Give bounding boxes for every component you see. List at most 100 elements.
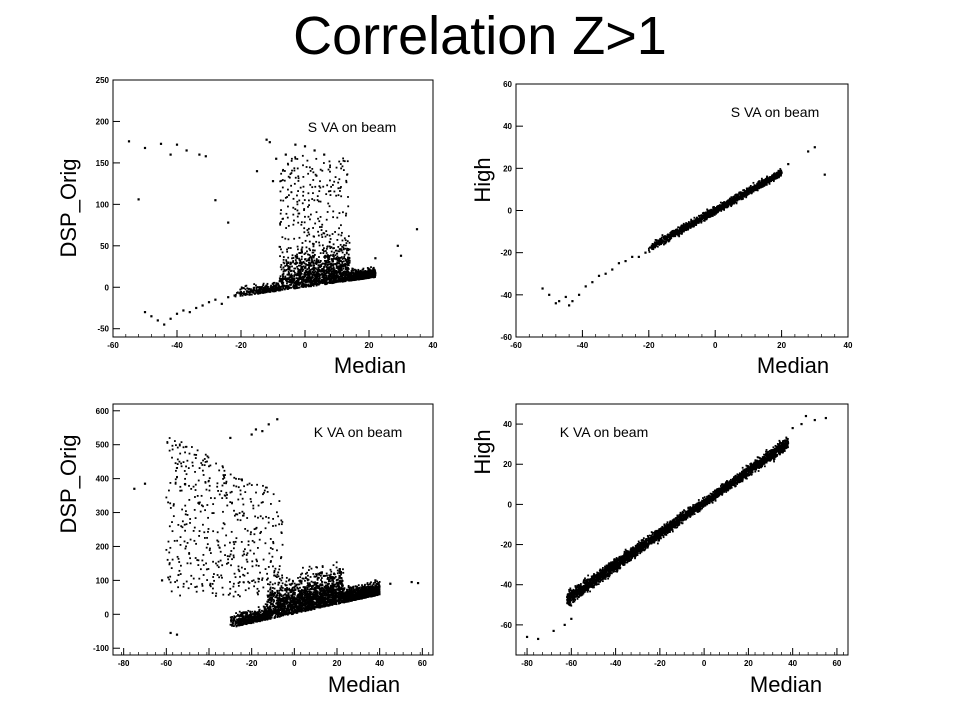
data-point <box>704 211 707 214</box>
data-point <box>246 293 249 296</box>
data-point <box>367 277 370 279</box>
data-point <box>266 282 269 285</box>
data-point <box>326 256 329 259</box>
data-point <box>290 172 293 174</box>
data-point <box>732 200 735 203</box>
data-point <box>236 292 238 294</box>
data-point <box>366 582 369 584</box>
data-point <box>334 176 337 178</box>
data-point <box>316 195 319 198</box>
data-point <box>280 179 283 182</box>
data-point <box>282 168 285 171</box>
data-point <box>285 260 288 263</box>
data-point <box>738 197 741 200</box>
data-point <box>300 258 303 261</box>
data-point <box>291 275 294 277</box>
data-point <box>259 287 262 290</box>
data-point <box>306 268 309 271</box>
data-point <box>342 267 345 270</box>
data-point <box>303 262 306 265</box>
data-point <box>688 224 690 227</box>
y-tick-label: 40 <box>503 122 512 131</box>
data-point <box>681 226 683 229</box>
data-point <box>681 231 683 234</box>
data-point <box>336 255 339 258</box>
data-point <box>296 257 299 260</box>
data-point <box>374 257 377 260</box>
data-point <box>341 274 344 277</box>
data-point <box>703 212 705 215</box>
data-point <box>220 302 223 305</box>
data-point <box>680 224 683 227</box>
data-point <box>689 223 692 226</box>
data-point <box>348 257 351 260</box>
data-point <box>747 192 750 195</box>
data-point <box>182 309 185 312</box>
data-point <box>279 180 282 183</box>
data-point <box>711 213 714 215</box>
data-point <box>262 289 265 292</box>
data-point <box>284 265 287 267</box>
data-point <box>269 286 272 289</box>
data-point <box>682 230 685 233</box>
data-point <box>654 239 657 241</box>
data-point <box>315 277 317 280</box>
data-point <box>779 168 782 170</box>
data-point <box>240 287 243 290</box>
data-point <box>361 278 363 280</box>
data-point <box>249 289 252 292</box>
data-point <box>373 273 376 275</box>
data-point <box>290 278 293 281</box>
data-point <box>297 267 299 270</box>
data-point <box>289 261 292 264</box>
data-point <box>326 264 329 267</box>
data-point <box>287 287 289 289</box>
data-point <box>309 249 312 252</box>
data-point <box>344 273 346 276</box>
data-point <box>340 267 343 270</box>
data-point <box>323 250 325 253</box>
data-point <box>331 271 333 274</box>
data-point <box>312 264 315 267</box>
x-tick-label: -40 <box>203 659 215 668</box>
data-point <box>749 184 752 187</box>
data-point <box>322 273 325 276</box>
data-point <box>322 162 325 164</box>
data-point <box>251 289 254 292</box>
data-point <box>343 257 345 260</box>
data-point <box>300 223 303 226</box>
data-point <box>314 270 316 273</box>
data-point <box>289 173 292 175</box>
data-point <box>234 623 237 626</box>
y-tick-label: 60 <box>503 80 512 89</box>
data-point <box>335 273 338 275</box>
data-point <box>724 206 727 209</box>
data-point <box>332 210 335 213</box>
data-point <box>319 180 321 183</box>
data-point <box>323 277 326 280</box>
data-point <box>597 274 601 277</box>
data-point <box>354 278 357 281</box>
data-point <box>303 285 306 288</box>
data-point <box>345 242 348 244</box>
data-point <box>331 259 333 262</box>
data-point <box>334 271 337 274</box>
data-point <box>787 163 790 166</box>
data-point <box>306 264 309 266</box>
data-point <box>339 273 342 276</box>
data-point <box>307 227 310 230</box>
data-point <box>739 197 742 200</box>
data-point <box>262 605 265 608</box>
data-point <box>310 580 313 583</box>
data-point <box>604 272 607 275</box>
data-point <box>308 233 311 236</box>
data-point <box>323 278 326 281</box>
data-point <box>663 235 666 238</box>
data-point <box>310 256 313 259</box>
data-point <box>341 251 344 254</box>
data-point <box>676 229 678 232</box>
data-point <box>652 243 654 246</box>
data-point <box>362 271 365 273</box>
data-point <box>331 264 334 267</box>
data-point <box>760 182 763 185</box>
